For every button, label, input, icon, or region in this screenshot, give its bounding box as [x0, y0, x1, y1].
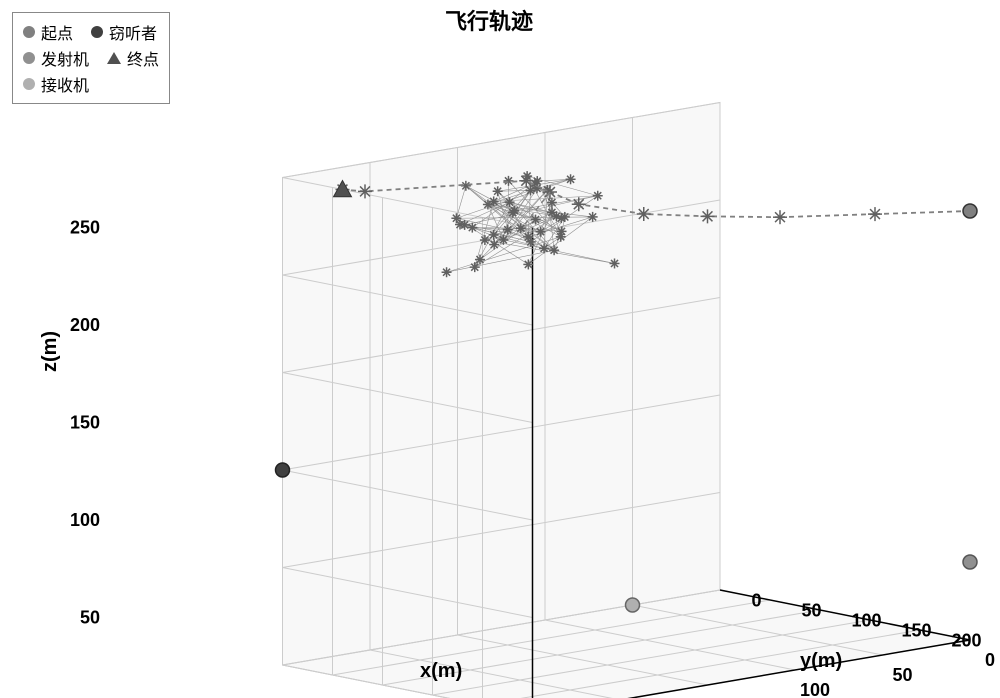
svg-text:100: 100 — [800, 680, 830, 698]
svg-text:50: 50 — [892, 665, 912, 685]
svg-text:100: 100 — [70, 510, 100, 530]
svg-text:200: 200 — [952, 631, 982, 651]
svg-text:150: 150 — [70, 413, 100, 433]
svg-text:0: 0 — [985, 650, 995, 670]
chart-container: 飞行轨迹 起点 窃听者 发射机 终点 接收机 — [0, 0, 1000, 698]
svg-text:100: 100 — [852, 611, 882, 631]
svg-text:250: 250 — [70, 218, 100, 238]
z-axis-label: z(m) — [39, 331, 62, 372]
svg-text:200: 200 — [70, 315, 100, 335]
svg-text:150: 150 — [902, 621, 932, 641]
svg-text:50: 50 — [802, 601, 822, 621]
x-axis-label: x(m) — [420, 660, 462, 683]
svg-text:0: 0 — [752, 591, 762, 611]
plot-area: 0501001502002500501001502002500501001502… — [0, 0, 1000, 698]
y-axis-label: y(m) — [800, 650, 842, 673]
svg-text:50: 50 — [80, 608, 100, 628]
